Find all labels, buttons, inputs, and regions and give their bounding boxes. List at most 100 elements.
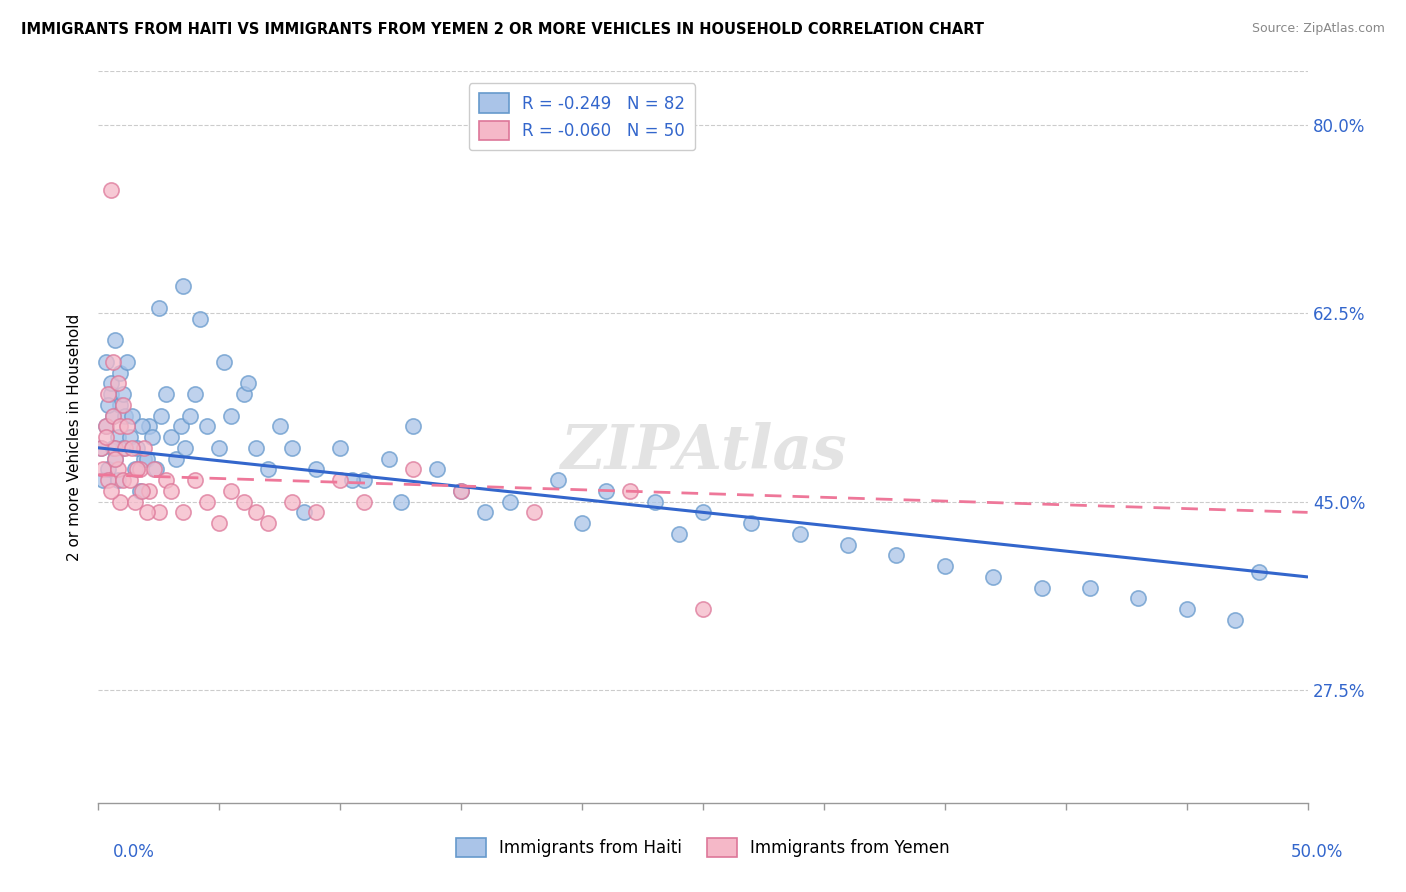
- Point: [281, 494, 304, 508]
- Point: [117, 355, 139, 369]
- Point: [981, 570, 1004, 584]
- Text: ZIPAtlas: ZIPAtlas: [560, 422, 846, 482]
- Point: [740, 516, 762, 530]
- Point: [208, 516, 231, 530]
- Point: [256, 516, 278, 530]
- Point: [94, 430, 117, 444]
- Point: [172, 505, 194, 519]
- Point: [305, 505, 328, 519]
- Point: [174, 441, 197, 455]
- Point: [114, 441, 136, 455]
- Point: [668, 527, 690, 541]
- Point: [595, 483, 617, 498]
- Point: [160, 483, 183, 498]
- Point: [97, 473, 120, 487]
- Point: [131, 483, 153, 498]
- Point: [547, 473, 569, 487]
- Point: [134, 451, 156, 466]
- Point: [1128, 591, 1150, 606]
- Point: [165, 451, 187, 466]
- Point: [498, 494, 520, 508]
- Point: [269, 419, 291, 434]
- Point: [184, 473, 207, 487]
- Point: [111, 398, 134, 412]
- Point: [118, 473, 141, 487]
- Point: [107, 376, 129, 391]
- Point: [101, 355, 124, 369]
- Point: [108, 398, 131, 412]
- Point: [232, 494, 254, 508]
- Point: [111, 441, 134, 455]
- Point: [94, 355, 117, 369]
- Point: [329, 441, 352, 455]
- Point: [221, 409, 243, 423]
- Point: [195, 494, 218, 508]
- Point: [97, 398, 120, 412]
- Point: [619, 483, 641, 498]
- Point: [127, 462, 149, 476]
- Point: [128, 483, 150, 498]
- Text: Source: ZipAtlas.com: Source: ZipAtlas.com: [1251, 22, 1385, 36]
- Point: [104, 441, 127, 455]
- Point: [1031, 581, 1053, 595]
- Point: [184, 387, 207, 401]
- Point: [1249, 565, 1271, 579]
- Point: [101, 409, 124, 423]
- Point: [150, 409, 173, 423]
- Point: [121, 409, 143, 423]
- Legend: Immigrants from Haiti, Immigrants from Yemen: Immigrants from Haiti, Immigrants from Y…: [450, 831, 956, 864]
- Point: [107, 473, 129, 487]
- Point: [97, 387, 120, 401]
- Point: [281, 441, 304, 455]
- Point: [837, 538, 859, 552]
- Point: [169, 419, 191, 434]
- Point: [135, 505, 157, 519]
- Point: [389, 494, 412, 508]
- Point: [305, 462, 328, 476]
- Point: [353, 473, 375, 487]
- Point: [377, 451, 399, 466]
- Point: [100, 376, 122, 391]
- Point: [97, 462, 120, 476]
- Point: [118, 430, 141, 444]
- Point: [100, 387, 122, 401]
- Point: [571, 516, 593, 530]
- Point: [1175, 602, 1198, 616]
- Point: [789, 527, 811, 541]
- Point: [1223, 613, 1246, 627]
- Point: [124, 462, 146, 476]
- Point: [155, 473, 177, 487]
- Point: [450, 483, 472, 498]
- Point: [127, 441, 149, 455]
- Point: [402, 419, 425, 434]
- Point: [195, 419, 218, 434]
- Point: [212, 355, 235, 369]
- Point: [101, 441, 124, 455]
- Point: [108, 419, 131, 434]
- Point: [353, 494, 375, 508]
- Point: [329, 473, 352, 487]
- Point: [402, 462, 425, 476]
- Point: [342, 473, 364, 487]
- Point: [245, 505, 267, 519]
- Point: [232, 387, 254, 401]
- Point: [155, 387, 177, 401]
- Point: [644, 494, 666, 508]
- Point: [117, 419, 139, 434]
- Point: [934, 559, 956, 574]
- Point: [111, 387, 134, 401]
- Point: [111, 473, 134, 487]
- Point: [238, 376, 260, 391]
- Point: [108, 494, 131, 508]
- Point: [692, 602, 714, 616]
- Point: [148, 505, 170, 519]
- Point: [1078, 581, 1101, 595]
- Point: [292, 505, 315, 519]
- Y-axis label: 2 or more Vehicles in Household: 2 or more Vehicles in Household: [67, 313, 83, 561]
- Point: [135, 451, 157, 466]
- Point: [450, 483, 472, 498]
- Point: [94, 419, 117, 434]
- Point: [128, 462, 150, 476]
- Point: [100, 483, 122, 498]
- Text: 0.0%: 0.0%: [112, 843, 155, 861]
